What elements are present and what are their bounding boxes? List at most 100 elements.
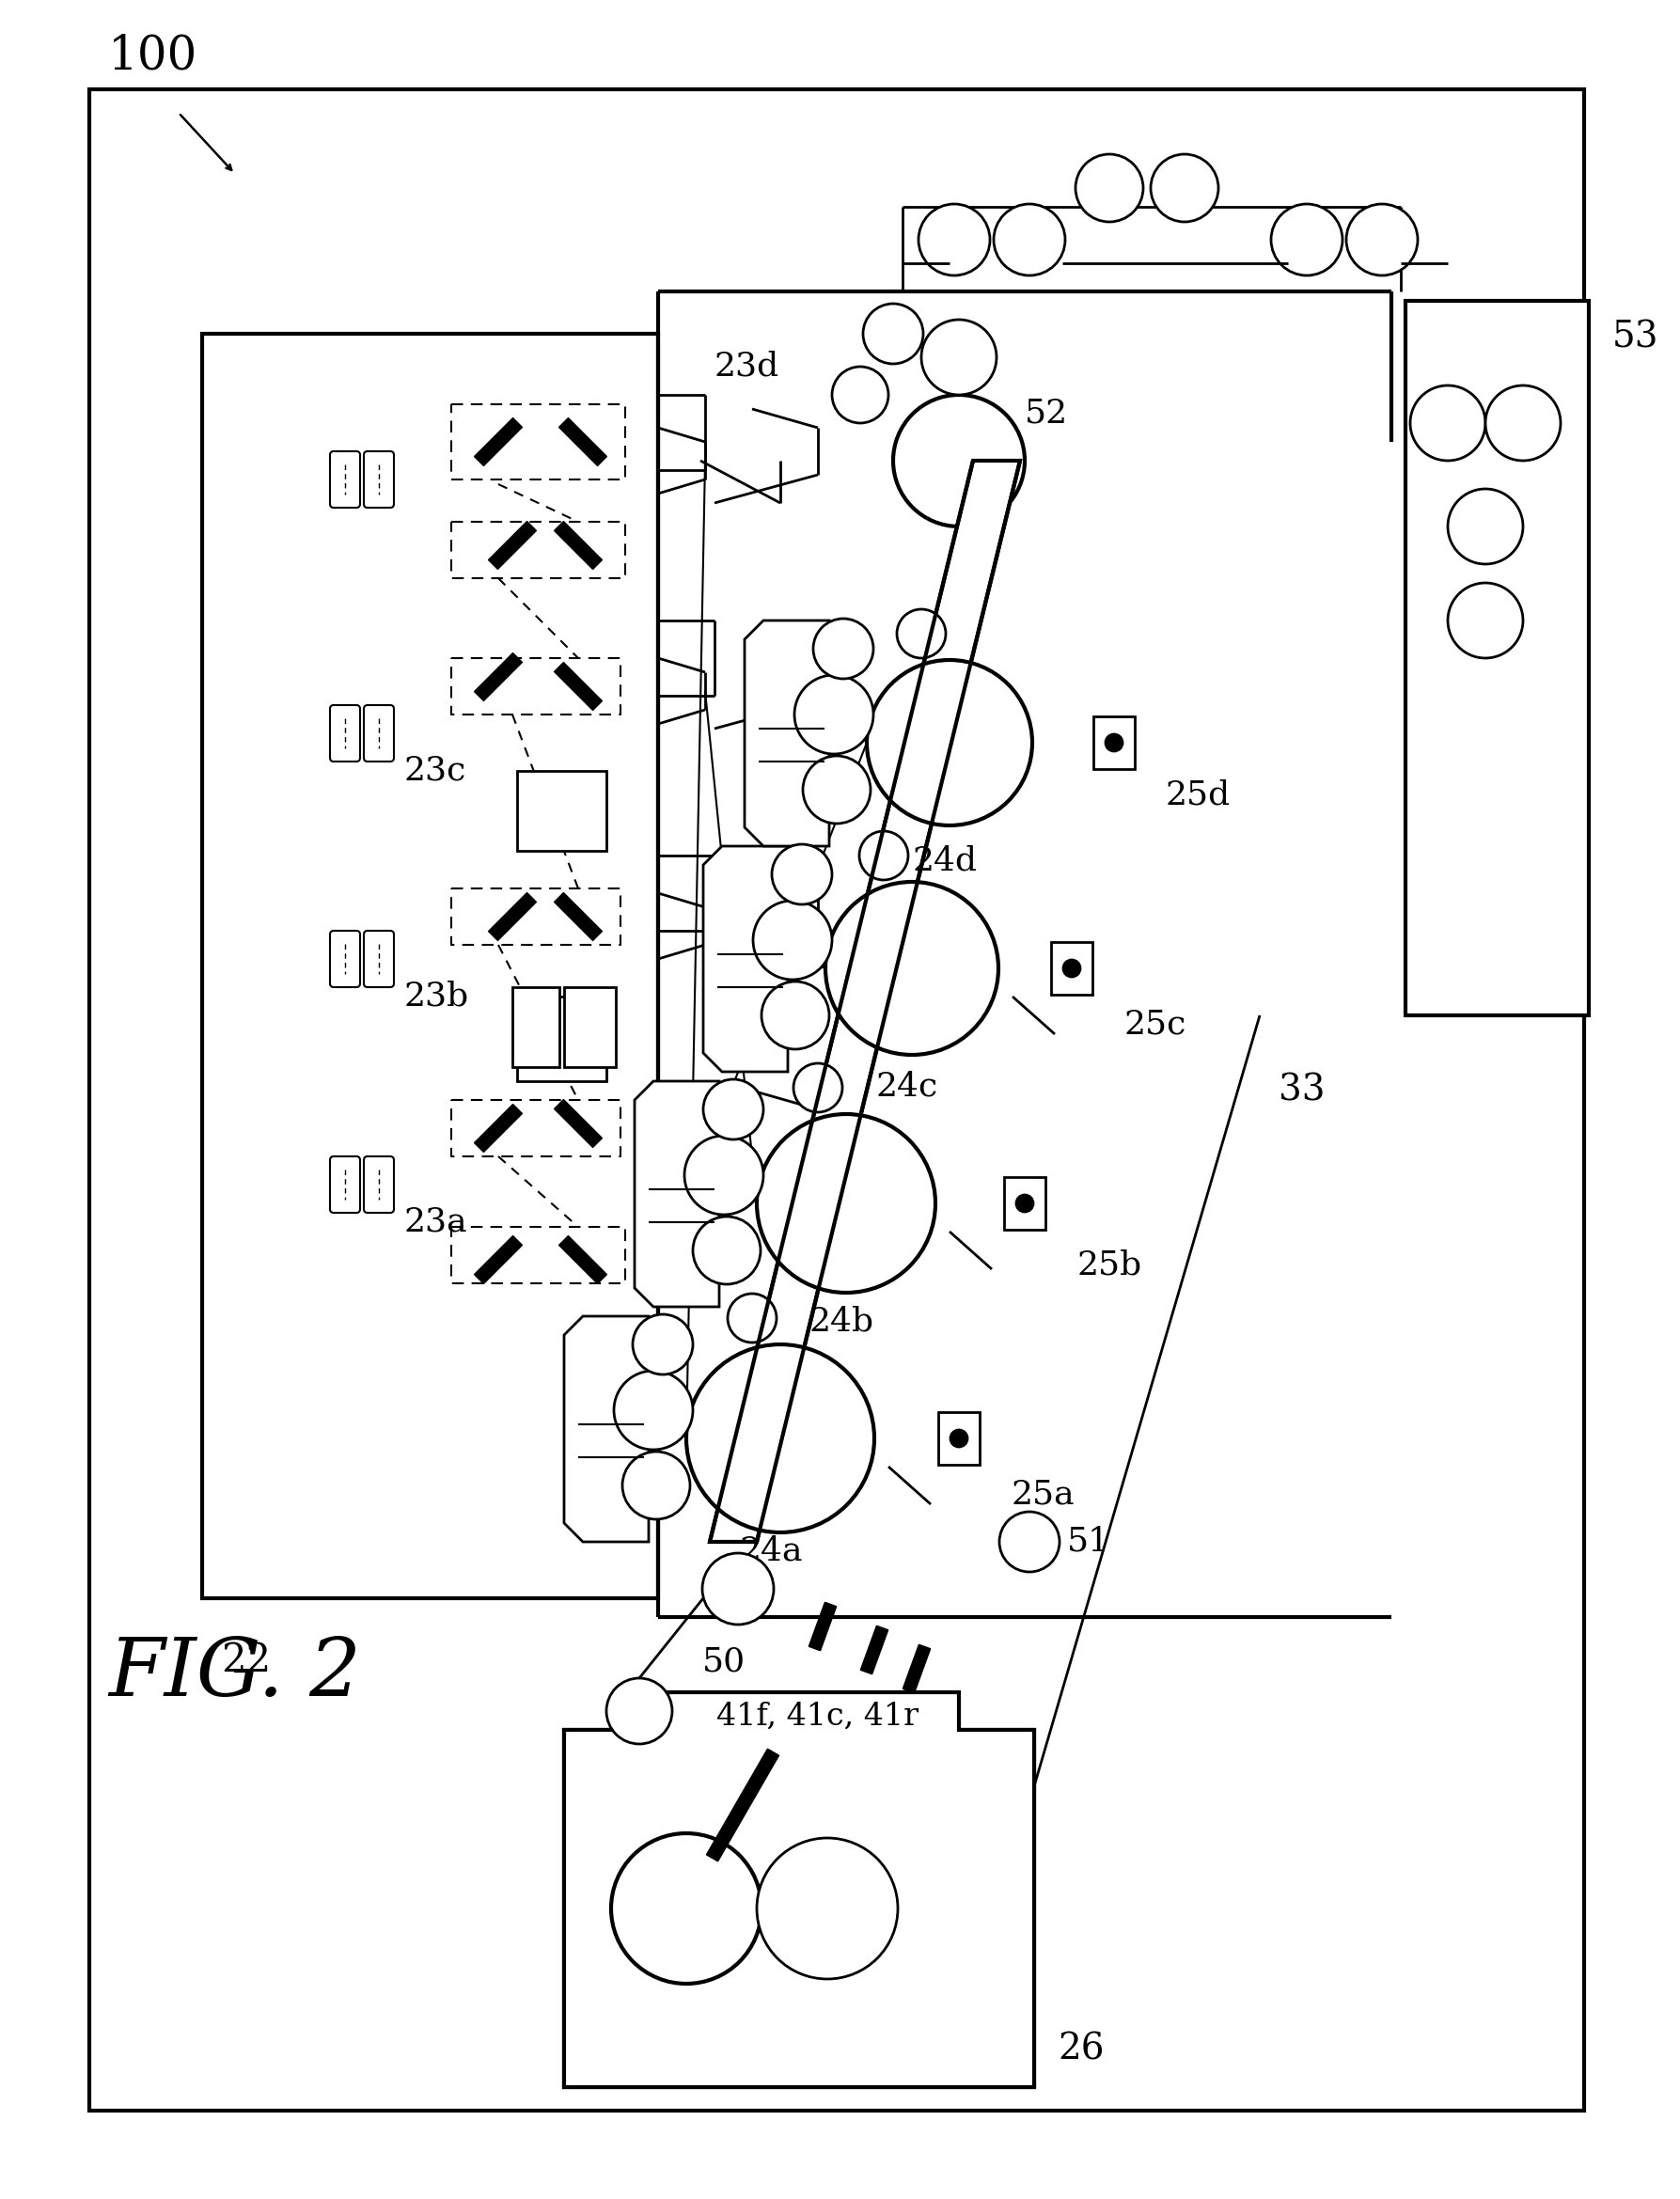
FancyBboxPatch shape [365,930,393,987]
Polygon shape [635,1082,719,1306]
Circle shape [761,981,830,1049]
Text: 23b: 23b [405,981,469,1012]
Circle shape [1485,385,1561,460]
Circle shape [897,609,946,658]
Circle shape [1151,154,1218,222]
Text: 25a: 25a [1011,1480,1074,1511]
Circle shape [1105,734,1122,752]
FancyBboxPatch shape [329,451,360,508]
Circle shape [692,1216,761,1284]
Circle shape [832,367,889,422]
Polygon shape [902,1645,931,1693]
Polygon shape [554,662,601,710]
FancyBboxPatch shape [329,930,360,987]
Text: 53: 53 [1613,319,1658,354]
Text: 23c: 23c [405,754,467,787]
Circle shape [1346,205,1418,275]
Text: 51: 51 [1067,1526,1110,1557]
Bar [517,996,606,1082]
Circle shape [622,1451,690,1520]
Polygon shape [564,1317,648,1541]
Polygon shape [554,521,601,570]
Circle shape [921,319,996,396]
Text: 22: 22 [222,1640,270,1680]
Text: FIG. 2: FIG. 2 [108,1634,361,1713]
Bar [564,987,617,1067]
Circle shape [687,1344,874,1533]
Text: 24c: 24c [875,1071,939,1102]
Circle shape [1448,488,1524,565]
Text: 23d: 23d [714,350,780,383]
Circle shape [864,303,924,363]
Circle shape [795,675,874,754]
Text: 24a: 24a [739,1535,803,1568]
Circle shape [1272,205,1342,275]
Bar [517,772,606,851]
Bar [564,1731,1035,2087]
Circle shape [606,1678,672,1744]
Circle shape [727,1293,776,1344]
Text: 25c: 25c [1124,1009,1186,1040]
Text: 26: 26 [1058,2032,1104,2067]
Circle shape [613,1370,692,1449]
Text: 25b: 25b [1077,1249,1141,1280]
Bar [1005,1176,1045,1229]
Circle shape [951,1429,968,1447]
Polygon shape [704,847,788,1071]
Circle shape [612,1834,761,1983]
Text: 24b: 24b [808,1304,874,1337]
Bar [1094,717,1134,770]
Bar [1406,301,1589,1016]
Text: 50: 50 [702,1645,746,1678]
Polygon shape [744,620,830,847]
Polygon shape [474,418,522,466]
Circle shape [993,205,1065,275]
Polygon shape [489,521,536,570]
Text: 24d: 24d [912,844,978,875]
Bar [89,90,1584,2111]
Circle shape [1075,154,1142,222]
Circle shape [894,396,1025,526]
FancyBboxPatch shape [365,706,393,761]
Text: 33: 33 [1278,1073,1326,1108]
Circle shape [702,1552,774,1625]
Circle shape [813,618,874,679]
Circle shape [858,831,909,880]
Polygon shape [559,418,606,466]
Text: 41f, 41c, 41r: 41f, 41c, 41r [717,1702,919,1733]
Polygon shape [564,1693,1035,2087]
Circle shape [825,882,998,1056]
Polygon shape [709,460,1020,1541]
Circle shape [867,660,1032,825]
Circle shape [803,756,870,825]
Polygon shape [707,1748,780,1860]
Polygon shape [559,1236,606,1284]
Polygon shape [474,1236,522,1284]
Circle shape [753,902,832,979]
Circle shape [919,205,990,275]
Circle shape [756,1838,897,1979]
FancyBboxPatch shape [329,706,360,761]
Bar [202,334,659,1599]
Circle shape [633,1315,692,1374]
Circle shape [1063,961,1080,976]
Polygon shape [474,1104,522,1152]
FancyBboxPatch shape [365,451,393,508]
Text: 25d: 25d [1166,778,1231,811]
Polygon shape [474,653,522,701]
Polygon shape [860,1625,889,1673]
Circle shape [771,844,832,904]
Text: 23a: 23a [405,1207,467,1238]
Circle shape [793,1064,842,1113]
Text: 52: 52 [1025,398,1068,429]
Circle shape [756,1115,936,1293]
Polygon shape [554,893,601,941]
Text: 100: 100 [108,33,198,79]
Bar [937,1412,979,1465]
Polygon shape [808,1603,837,1651]
Circle shape [1410,385,1485,460]
Circle shape [1448,583,1524,658]
Circle shape [1000,1511,1060,1572]
Circle shape [1016,1194,1033,1212]
Bar [1052,941,1092,994]
